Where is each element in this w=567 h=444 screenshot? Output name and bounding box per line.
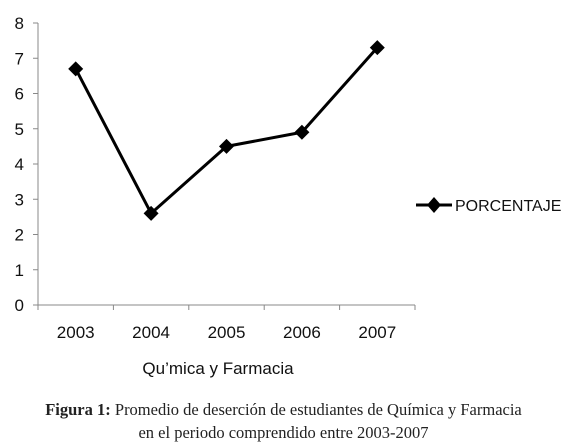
data-point-marker	[369, 40, 385, 56]
x-tick-label: 2005	[208, 323, 246, 342]
legend-label: PORCENTAJE	[455, 198, 561, 215]
line-chart: 0 1 2 3 4 5 6 7 8 2003 2004 2005 2006 2007 Qu’mica y…	[15, 14, 562, 378]
figure-caption: Figura 1: Promedio de deserción de estud…	[0, 398, 567, 444]
x-tick-label: 2004	[132, 323, 170, 342]
caption-text-1: Promedio de deserción de estudiantes de …	[114, 400, 522, 419]
data-point-marker	[294, 124, 310, 140]
chart-frame	[5, 5, 562, 391]
x-tick-label: 2003	[57, 323, 95, 342]
legend-marker	[427, 197, 441, 213]
x-tick-label: 2007	[358, 323, 396, 342]
caption-line-2: en el periodo comprendido entre 2003-200…	[138, 423, 429, 442]
y-tick-label: 6	[15, 85, 24, 104]
y-tick-label: 5	[15, 120, 24, 139]
series-line	[74, 46, 379, 215]
data-point-marker	[219, 138, 234, 154]
y-tick-label: 3	[15, 190, 24, 209]
x-axis-label: Qu’mica y Farmacia	[142, 359, 294, 378]
y-tick-label: 8	[15, 14, 24, 33]
y-axis: 0 1 2 3 4 5 6 7 8	[15, 14, 39, 315]
x-tick-label: 2006	[283, 323, 321, 342]
series-layer	[68, 40, 385, 221]
y-tick-label: 7	[15, 49, 24, 68]
y-tick-label: 2	[15, 226, 24, 245]
y-tick-label: 1	[15, 261, 24, 280]
x-axis: 2003 2004 2005 2006 2007	[37, 304, 416, 342]
y-tick-label: 4	[15, 155, 24, 174]
caption-lead: Figura 1:	[45, 400, 111, 419]
y-tick-label: 0	[15, 296, 24, 315]
caption-line-1: Figura 1: Promedio de deserción de estud…	[0, 398, 567, 421]
data-point-marker	[143, 205, 159, 221]
legend: PORCENTAJE	[416, 197, 561, 215]
data-point-marker	[68, 61, 84, 77]
